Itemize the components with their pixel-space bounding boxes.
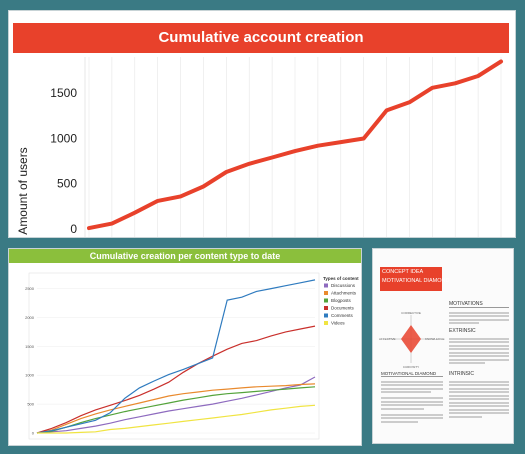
heading-motivations: MOTIVATIONS — [449, 301, 509, 308]
heading-intrinsic: INTRINSIC — [449, 371, 474, 377]
content-type-chart: 0 500 1000 1500 2000 2500 Types of content Di… — [25, 272, 359, 440]
account-creation-title: Cumulative account creation — [13, 23, 509, 53]
diamond-left-label: AFFECTIVE — [379, 337, 396, 341]
legend-swatch-comments — [324, 313, 328, 318]
diamond-shape — [401, 325, 421, 353]
series-line-blogposts — [36, 386, 316, 434]
y-tick-label: 0 — [32, 431, 35, 436]
legend-label-attachments: Attachments — [331, 291, 357, 296]
legend-title: Types of content — [323, 276, 359, 281]
legend-swatch-discussions — [324, 283, 328, 288]
y-tick-label: 2500 — [25, 286, 35, 291]
y-tick-label: 1000 — [25, 373, 35, 378]
legend-swatch-videos — [324, 321, 328, 325]
y-tick-label: 500 — [57, 177, 77, 191]
concept-title-box — [380, 267, 442, 291]
concept-title-line1: CONCEPT IDEA — [382, 269, 424, 275]
y-tick-label: 1500 — [50, 86, 77, 100]
y-tick-label: 500 — [27, 402, 34, 407]
content-type-panel: Cumulative creation per content type to … — [8, 248, 362, 446]
series-line-comments — [36, 279, 316, 434]
y-tick-label: 1500 — [25, 344, 35, 349]
diamond-text-block — [381, 379, 443, 424]
legend-label-videos: Videos — [331, 321, 345, 326]
y-tick-label: 1000 — [50, 131, 77, 145]
legend-label-documents: Documents — [331, 306, 355, 311]
legend-label-comments: Comments — [331, 313, 354, 318]
motivational-diamond: CORRECTIVE AFFECTIVE KNOWLEDGE CURIOSITY — [379, 311, 445, 369]
y-tick-label: 2000 — [25, 315, 35, 320]
legend-swatch-blogposts — [324, 298, 328, 303]
intrinsic-text-block — [449, 379, 509, 419]
motivations-text-block — [449, 310, 509, 326]
diamond-right-label: KNOWLEDGE — [425, 337, 445, 341]
concept-title-line2: MOTIVATIONAL DIAMOND — [382, 278, 450, 284]
extrinsic-text-block — [449, 336, 509, 366]
legend-swatch-documents — [324, 306, 328, 310]
account-creation-line — [87, 59, 503, 231]
diamond-bottom-label: CURIOSITY — [403, 365, 419, 369]
series-line-documents — [36, 325, 316, 434]
heading-extrinsic: EXTRINSIC — [449, 328, 476, 334]
legend-label-blogposts: Blogposts — [331, 298, 352, 303]
series-line-attachments — [36, 383, 316, 434]
series-line-videos — [37, 404, 316, 434]
content-type-title: Cumulative creation per content type to … — [9, 249, 361, 263]
y-tick-label: 0 — [70, 222, 77, 236]
legend-swatch-attachments — [324, 291, 328, 295]
y-axis-label: Amount of users — [16, 147, 30, 234]
diamond-top-label: CORRECTIVE — [401, 311, 421, 315]
concept-card: CONCEPT IDEA MOTIVATIONAL DIAMOND CORREC… — [372, 248, 514, 444]
series-line-discussions — [36, 376, 316, 434]
account-creation-panel: Cumulative account creation Amount of us… — [8, 10, 516, 238]
account-creation-chart: Amount of users 0 500 1000 1500 — [16, 57, 503, 237]
heading-motivational-diamond: MOTIVATIONAL DIAMOND — [381, 371, 443, 377]
legend-label-discussions: Discussions — [331, 283, 356, 288]
